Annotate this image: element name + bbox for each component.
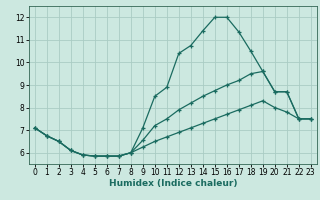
X-axis label: Humidex (Indice chaleur): Humidex (Indice chaleur) <box>108 179 237 188</box>
